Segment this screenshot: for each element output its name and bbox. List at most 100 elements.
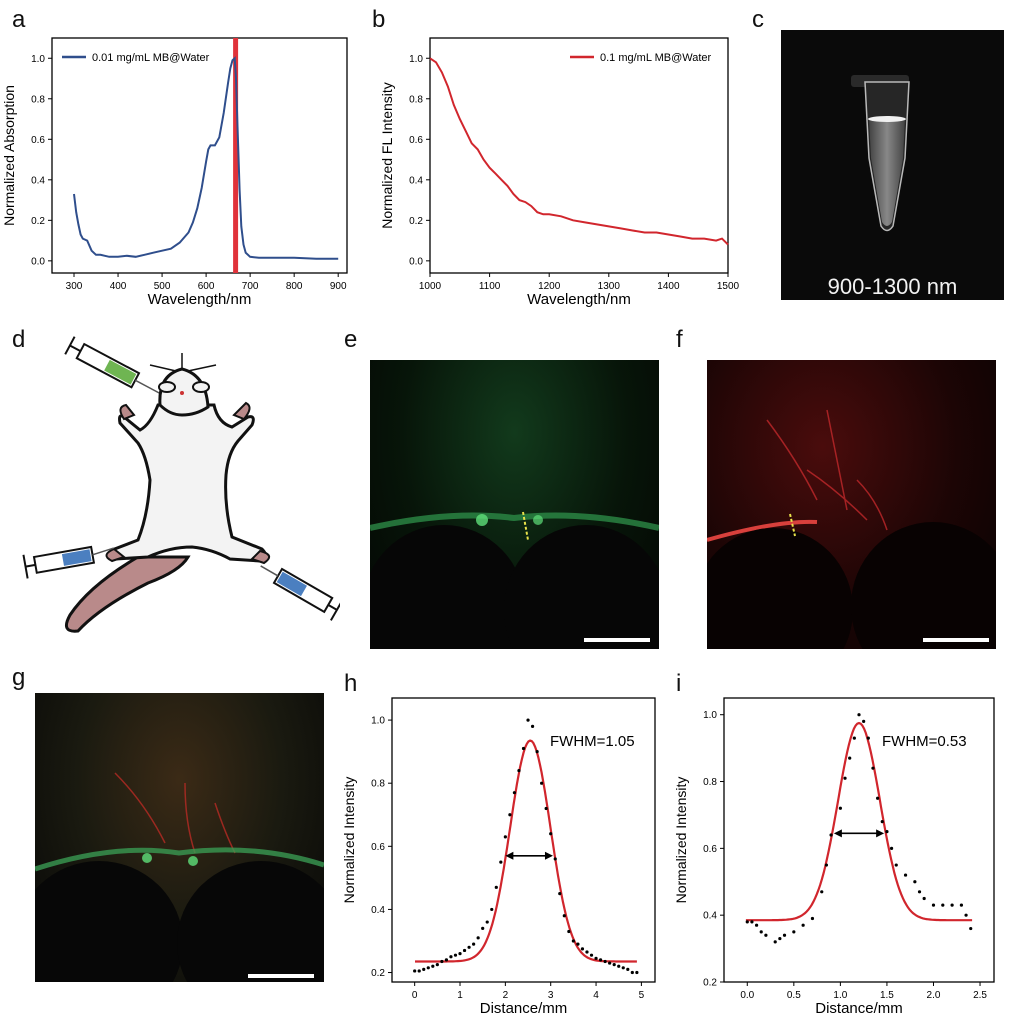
y-axis-label: Normalized Absorption xyxy=(1,85,17,226)
data-point-31 xyxy=(931,903,936,907)
data-point-9 xyxy=(801,923,805,927)
plot-frame xyxy=(429,37,729,274)
y-tick-label-1: 0.4 xyxy=(703,911,717,922)
y-tick-label-0: 0.2 xyxy=(703,978,717,989)
y-axis-label: Normalized FL Intensity xyxy=(379,82,395,229)
y-tick-label-0: 0.0 xyxy=(31,256,45,267)
panel-label-i: i xyxy=(676,670,682,697)
data-point-17 xyxy=(490,907,494,912)
data-point-2 xyxy=(754,923,759,927)
data-point-23 xyxy=(517,768,521,773)
x-tick-label-3: 600 xyxy=(198,281,215,292)
fluorescence-image-e xyxy=(370,360,659,649)
tube-illustration xyxy=(851,75,910,232)
profile-chart-h: 0 1 2 3 4 5 0.2 0.4 0.6 0.8 1.0 Distance/mm Normaliz… xyxy=(341,697,656,1017)
data-point-7 xyxy=(782,933,787,937)
data-point-27 xyxy=(903,873,908,877)
data-point-8 xyxy=(792,930,796,934)
gaussian-fit-line xyxy=(745,721,973,922)
syringe-top-icon xyxy=(64,336,165,397)
gaussian-fit-line xyxy=(415,739,637,963)
x-tick-label-0: 300 xyxy=(66,281,83,292)
x-tick-label-5: 2.5 xyxy=(973,990,987,1001)
data-point-34 xyxy=(567,929,571,934)
x-axis-label: Wavelength/nm xyxy=(527,291,631,308)
data-point-16 xyxy=(848,756,852,760)
data-point-21 xyxy=(871,766,875,770)
y-tick-label-3: 0.6 xyxy=(409,135,423,146)
data-point-14 xyxy=(476,936,480,940)
x-tick-label-4: 2.0 xyxy=(927,990,941,1001)
data-point-32 xyxy=(558,892,562,896)
x-axis-label: Distance/mm xyxy=(815,1000,903,1017)
data-point-39 xyxy=(589,953,594,957)
panel-label-b: b xyxy=(372,6,386,33)
fwhm-arrow-left-head xyxy=(505,851,514,860)
data-point-5 xyxy=(435,963,439,967)
data-point-4 xyxy=(764,933,768,937)
x-tick-label-0: 0 xyxy=(412,990,418,1001)
y-tick-label-1: 0.2 xyxy=(409,216,423,227)
data-point-8 xyxy=(449,955,453,959)
x-tick-label-1: 0.5 xyxy=(787,990,801,1001)
y-tick-label-2: 0.4 xyxy=(409,175,423,186)
data-point-12 xyxy=(467,945,471,949)
x-tick-label-5: 1500 xyxy=(717,281,740,292)
data-point-40 xyxy=(594,956,598,960)
data-point-28 xyxy=(540,781,544,785)
x-tick-label-1: 1100 xyxy=(479,281,501,292)
data-point-35 xyxy=(571,939,575,943)
x-tick-label-2: 500 xyxy=(154,281,171,292)
y-tick-label-2: 0.6 xyxy=(703,844,717,855)
data-point-20 xyxy=(503,835,507,839)
plot-frame xyxy=(391,697,656,983)
panel-label-e: e xyxy=(344,326,358,353)
y-tick-label-1: 0.4 xyxy=(371,905,385,916)
x-tick-label-4: 4 xyxy=(593,990,599,1001)
data-point-25 xyxy=(526,718,530,722)
x-tick-label-2: 1200 xyxy=(538,281,561,292)
x-tick-label-0: 0.0 xyxy=(740,990,754,1001)
data-point-36 xyxy=(576,942,580,946)
syringe-right-icon xyxy=(260,565,340,621)
data-point-20 xyxy=(866,736,870,740)
y-tick-label-0: 0.2 xyxy=(371,968,385,979)
absorption-chart: 300 400 500 600 700 800 900 0.0 0.2 0.4 0.6 0.8 1.0 W… xyxy=(1,37,348,308)
data-point-4 xyxy=(431,964,435,968)
panel-label-f: f xyxy=(676,326,683,353)
tube-wavelength-label: 900-1300 nm xyxy=(827,274,958,299)
y-tick-label-3: 0.8 xyxy=(703,777,717,788)
data-point-42 xyxy=(603,959,607,964)
panel-label-g: g xyxy=(12,664,26,691)
data-point-14 xyxy=(838,806,842,810)
x-axis-label: Wavelength/nm xyxy=(148,291,252,308)
data-point-11 xyxy=(820,890,824,894)
data-point-3 xyxy=(426,966,430,970)
fluorescence-image-f xyxy=(707,360,996,649)
fwhm-arrow-left-head xyxy=(833,829,842,838)
x-axis-label: Distance/mm xyxy=(480,1000,568,1017)
panel-label-h: h xyxy=(344,670,358,697)
data-point-12 xyxy=(824,863,829,867)
y-tick-label-0: 0.0 xyxy=(409,256,423,267)
fluorescence-chart: 1000 1100 1200 1300 1400 1500 0.0 0.2 0.4 0.6 0.8 1… xyxy=(379,37,740,308)
data-point-37 xyxy=(580,947,585,951)
data-point-26 xyxy=(894,863,898,867)
data-point-22 xyxy=(876,796,880,800)
x-tick-label-3: 1300 xyxy=(598,281,621,292)
data-point-19 xyxy=(862,719,866,723)
scale-bar-g xyxy=(248,974,314,978)
y-tick-label-2: 0.6 xyxy=(371,842,385,853)
x-tick-label-0: 1000 xyxy=(419,281,442,292)
data-point-38 xyxy=(585,950,589,954)
fluorescence-image-merged-g xyxy=(35,693,324,982)
data-point-33 xyxy=(950,903,954,907)
data-point-33 xyxy=(562,914,566,918)
data-point-3 xyxy=(759,930,763,934)
data-point-30 xyxy=(549,832,553,836)
x-tick-label-5: 800 xyxy=(286,281,303,292)
fwhm-annotation: FWHM=1.05 xyxy=(550,733,635,750)
panel-label-d: d xyxy=(12,326,26,353)
syringe-left-icon xyxy=(22,545,114,579)
fwhm-arrow-right-head xyxy=(544,851,553,860)
